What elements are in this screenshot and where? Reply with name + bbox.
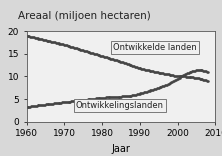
X-axis label: Jaar: Jaar bbox=[111, 144, 131, 154]
Text: Areaal (miljoen hectaren): Areaal (miljoen hectaren) bbox=[18, 11, 151, 21]
Text: Ontwikkelingslanden: Ontwikkelingslanden bbox=[76, 101, 164, 110]
Text: Ontwikkelde landen: Ontwikkelde landen bbox=[113, 43, 197, 52]
